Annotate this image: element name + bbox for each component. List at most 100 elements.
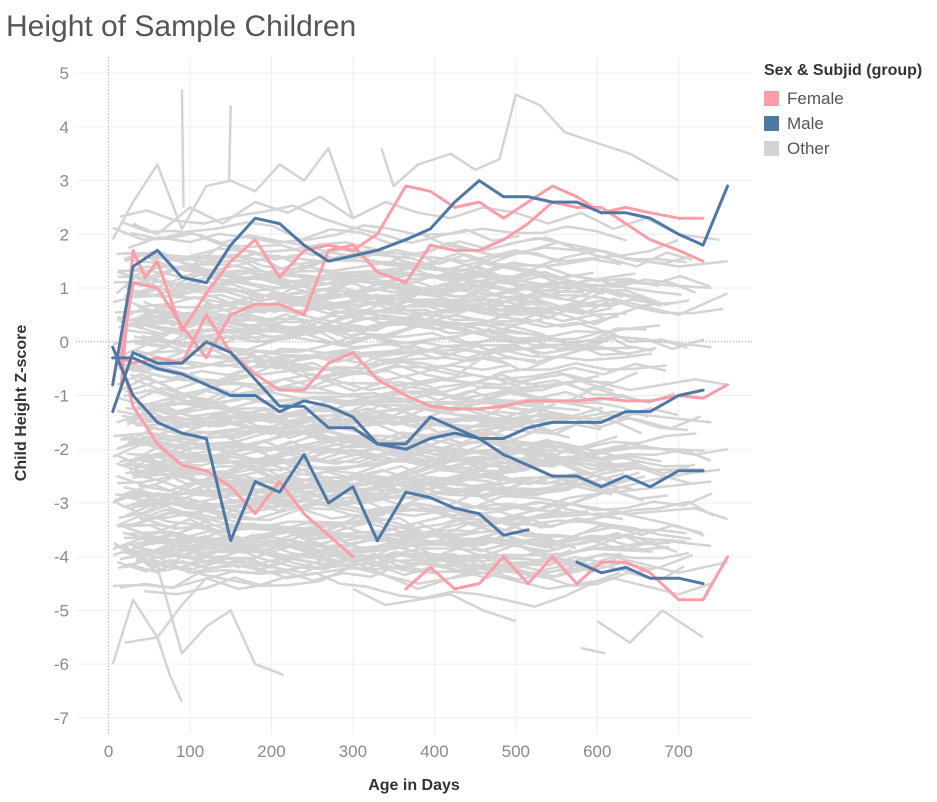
y-tick-label: 1 [60, 279, 69, 298]
other-series-line [142, 312, 526, 346]
y-tick-label: -2 [54, 440, 69, 459]
other-series-line [111, 147, 355, 241]
other-series-line [133, 264, 569, 290]
other-series-line [144, 414, 643, 461]
legend-title: Sex & Subjid (group) [764, 62, 923, 79]
other-series-line [134, 473, 631, 498]
y-axis-label: Child Height Z-score [13, 325, 30, 482]
y-tick-label: -4 [54, 548, 69, 567]
chart-title: Height of Sample Children [6, 10, 357, 43]
other-series-line [119, 308, 617, 347]
other-series-line [124, 636, 184, 703]
legend-label: Female [787, 88, 844, 108]
y-tick-label: -3 [54, 494, 69, 513]
other-series-line [137, 371, 638, 408]
legend-swatch [764, 141, 779, 156]
male-series-line [111, 356, 705, 489]
other-series-line [142, 414, 556, 457]
female-series-line [119, 200, 705, 360]
other-series-line [112, 519, 687, 557]
x-tick-label: 600 [583, 742, 611, 761]
y-tick-label: 0 [60, 333, 69, 352]
other-series-line [135, 335, 705, 368]
other-series-line [114, 544, 510, 577]
legend-item-female[interactable]: Female [764, 86, 922, 111]
male-series-line [111, 179, 730, 387]
legend-item-male[interactable]: Male [764, 111, 922, 136]
legend-items: Female Male Other [764, 86, 922, 161]
y-tick-label: -1 [54, 387, 69, 406]
other-series-line [131, 494, 562, 541]
other-series-line [139, 461, 595, 521]
male-series-line [111, 345, 530, 543]
other-series-line [144, 571, 622, 608]
other-series-line [112, 432, 697, 480]
x-tick-label: 400 [420, 742, 448, 761]
other-series-line [596, 609, 704, 644]
y-tick-label: -7 [54, 709, 69, 728]
other-series-line [135, 539, 537, 571]
other-series-line [118, 361, 667, 389]
other-series-line [125, 468, 534, 498]
other-series-line [134, 455, 696, 476]
x-tick-label: 200 [257, 742, 285, 761]
other-series-line [180, 89, 185, 208]
legend: Sex & Subjid (group) Female Male Other [764, 62, 922, 161]
other-series-line [119, 204, 520, 245]
other-series-line [580, 646, 606, 655]
other-series-line [124, 298, 674, 335]
other-series-line [139, 458, 634, 498]
legend-item-other[interactable]: Other [764, 136, 922, 161]
x-tick-label: 0 [104, 742, 113, 761]
other-series-line [140, 326, 653, 352]
other-series-line [119, 427, 551, 457]
male-series-line [575, 560, 705, 586]
other-series-line [135, 420, 499, 460]
other-lines [111, 89, 729, 703]
male-series-line [111, 340, 705, 451]
other-series-line [139, 472, 556, 520]
other-series-line [111, 576, 272, 665]
grid [76, 57, 752, 734]
other-series-line [139, 273, 660, 320]
other-series-line [140, 529, 521, 556]
other-series-line [136, 478, 644, 525]
y-tick-label: 3 [60, 172, 69, 191]
other-series-line [126, 236, 679, 261]
other-series-line [144, 517, 543, 554]
female-series-line [119, 356, 355, 559]
x-axis-label: Age in Days [368, 777, 460, 794]
female-series-line [404, 555, 730, 602]
other-series-line [352, 587, 517, 623]
other-series-line [136, 539, 617, 578]
other-series-line [130, 400, 523, 431]
legend-label: Other [787, 138, 830, 158]
other-series-line [380, 93, 680, 188]
x-tick-label: 700 [665, 742, 693, 761]
y-tick-label: -5 [54, 601, 69, 620]
y-tick-label: 4 [60, 118, 69, 137]
other-series-line [123, 529, 596, 548]
other-series-line [132, 195, 720, 241]
other-series-line [117, 509, 703, 545]
other-series-line [121, 312, 661, 340]
legend-label: Male [787, 113, 824, 133]
other-series-line [127, 224, 627, 249]
other-series-line [227, 105, 232, 181]
other-series-line [131, 473, 502, 493]
y-tick-label: 5 [60, 64, 69, 83]
other-series-line [124, 341, 632, 384]
other-series-line [130, 484, 668, 513]
other-series-line [156, 567, 285, 677]
axes: 0 100 200 300 400 500 600 700 5 4 3 2 1 0 -1 -2 -3 -4 -5 -6… [54, 57, 752, 761]
legend-swatch [764, 116, 779, 131]
y-tick-label: -6 [54, 655, 69, 674]
legend-swatch [764, 91, 779, 106]
other-series-line [142, 251, 564, 278]
other-series-line [128, 503, 692, 541]
other-series-line [141, 392, 580, 425]
x-tick-label: 300 [339, 742, 367, 761]
series-lines [111, 179, 730, 602]
x-tick-label: 100 [176, 742, 204, 761]
